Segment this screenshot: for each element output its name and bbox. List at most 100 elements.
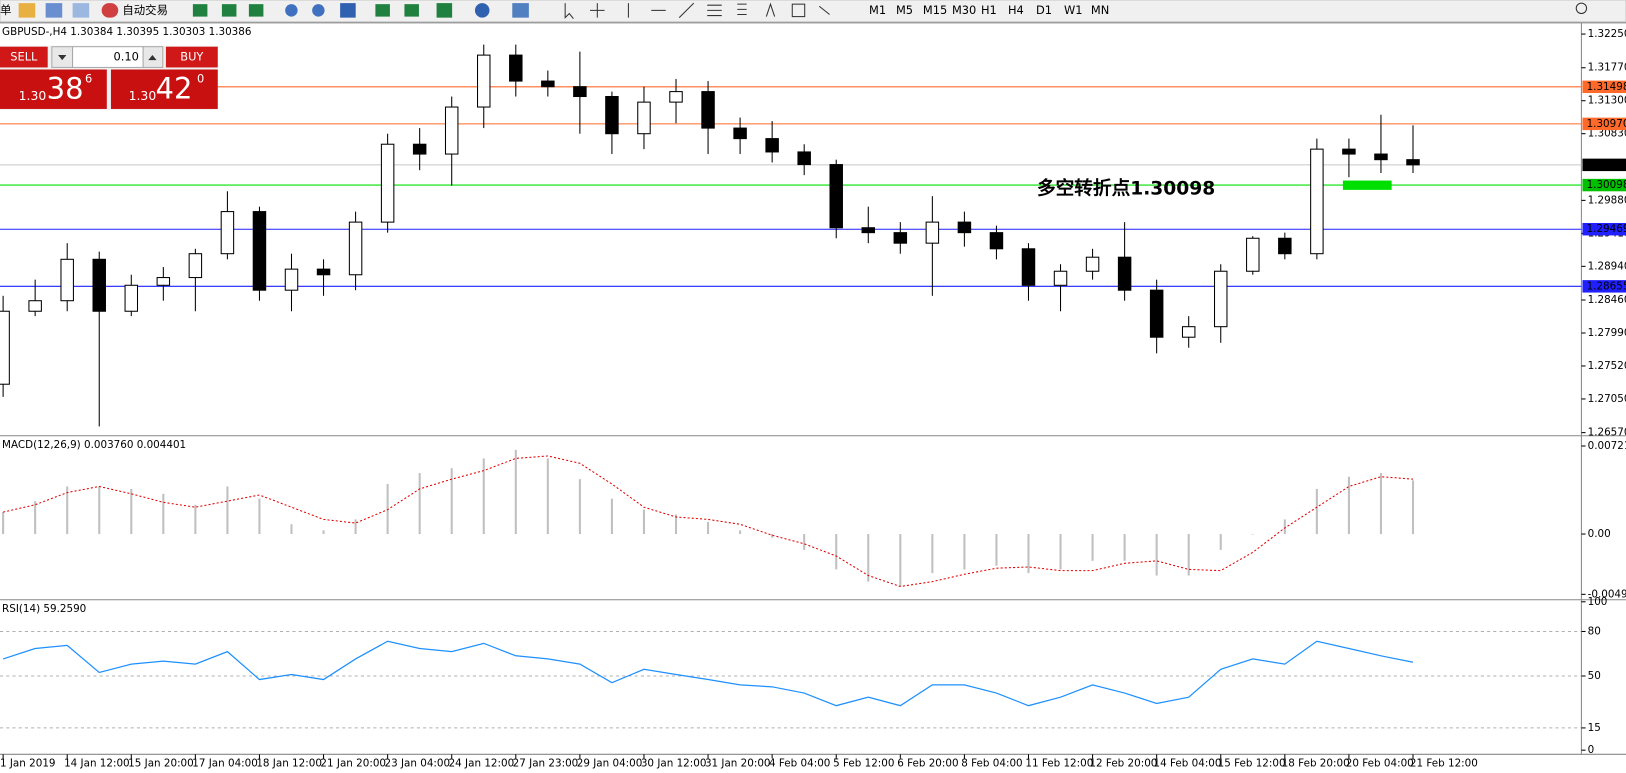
candle-body [701,91,715,129]
bid-small[interactable]: 6 [85,71,92,85]
timeframe[interactable]: MN [1091,3,1109,17]
macd-bar [514,449,517,535]
icon[interactable] [375,4,390,17]
y-tick-label: -0.004943 [1588,588,1626,600]
timeframe[interactable]: M15 [923,3,947,17]
icon[interactable] [436,3,453,18]
candle-body [60,258,74,302]
icon[interactable] [248,4,264,17]
timeframe[interactable]: H1 [981,3,997,17]
icon[interactable] [512,3,529,18]
ask-big[interactable]: 42 [156,71,193,105]
bid-big[interactable]: 38 [47,71,84,105]
macd-bar [290,524,293,535]
ask-box[interactable] [110,69,218,109]
sell-label[interactable]: SELL [10,50,38,64]
lot-value[interactable]: 0.10 [114,50,139,64]
toolbar-bg [0,0,1626,23]
sell-button[interactable] [0,46,48,68]
cursor[interactable] [564,3,574,20]
icon[interactable] [474,3,490,18]
x-tick-label: 14 Jan 12:00 [64,758,130,770]
x-tick-label: 11 Feb 12:00 [1025,758,1093,770]
candle-body [893,232,908,244]
timeframe[interactable]: H4 [1008,3,1024,17]
arrow [58,54,67,61]
macd-bar [1251,534,1254,535]
macd-bar [835,534,838,570]
macd-bar [578,479,581,535]
macd-bar [546,458,549,535]
macd-title: MACD(12,26,9) 0.003760 0.004401 [2,439,186,451]
candle-body [669,91,683,103]
candle-body [957,221,972,234]
icon[interactable] [192,4,208,17]
icon[interactable] [340,3,356,18]
auto-trade[interactable]: 自动交易 [122,3,168,17]
x-tick-label: 5 Feb 12:00 [833,758,894,770]
icon[interactable] [285,4,298,17]
macd-bar [642,509,646,535]
auto-trade-icon[interactable] [101,3,119,18]
icon[interactable] [45,3,63,18]
bid-prefix[interactable]: 1.30 [19,88,47,103]
icon[interactable] [221,4,237,17]
timeframe[interactable]: M1 [869,3,886,17]
candle-body [316,268,331,276]
macd-bar [963,534,966,570]
buy-label[interactable]: BUY [180,50,203,64]
candle-body [124,284,139,312]
rsi-line [2,640,1414,707]
ask-prefix[interactable]: 1.30 [129,88,157,103]
x-tick-label: 17 Jan 04:00 [192,758,258,770]
timeframe[interactable]: M5 [896,3,913,17]
macd-pane: 0.007216 0.00 -0.004943 [2,440,1626,600]
macd-bar [1411,480,1415,535]
y-tick-label: 0 [1588,744,1595,756]
ask-small[interactable]: 0 [197,71,204,85]
macd-bar [130,488,133,535]
x-tick-label: 24 Jan 12:00 [449,758,515,770]
crosshair[interactable] [590,3,605,18]
label-tool[interactable] [791,3,806,18]
candle-body [284,268,299,291]
fibo[interactable] [737,3,747,16]
macd-bar [1379,473,1382,535]
text-tool[interactable] [765,2,776,17]
candle-body [1278,237,1292,255]
timeframe[interactable]: D1 [1036,3,1052,17]
candle-body [829,164,843,229]
search[interactable] [1575,2,1588,15]
candle-body [989,232,1004,250]
trendline[interactable] [678,2,695,19]
macd-bar [1123,534,1126,561]
candle-body [541,80,555,88]
macd-bar [995,534,998,566]
macd-bar [482,458,485,535]
level-label: 1.30098 [1587,179,1626,191]
x-tick-label: 18 Feb 20:00 [1282,758,1350,770]
y-tick-label: 1.28940 [1588,260,1626,272]
candle-body [252,211,267,291]
macd-bar [899,534,902,587]
icon[interactable] [72,3,90,18]
menu[interactable]: 单 [0,3,11,17]
timeframes: M1 M5 M15 M30 H1 H4 D1 W1 MN [869,3,1109,17]
candle-body [1406,159,1420,166]
bid-box[interactable] [0,69,107,109]
y-tick-label: 1.28460 [1588,294,1626,306]
y-tick-label: 1.27520 [1588,360,1626,372]
channel[interactable] [707,4,722,17]
timeframe[interactable]: W1 [1064,3,1083,17]
buy-button[interactable] [165,46,218,68]
candle-body [1085,256,1100,272]
timeframe[interactable]: M30 [952,3,976,17]
candle-body [92,258,106,312]
macd-bar [418,473,421,535]
arrows[interactable] [818,5,830,15]
x-tick-label: 23 Jan 04:00 [385,758,451,770]
icon[interactable] [312,4,325,17]
icon[interactable] [18,3,36,18]
icon[interactable] [404,4,419,17]
